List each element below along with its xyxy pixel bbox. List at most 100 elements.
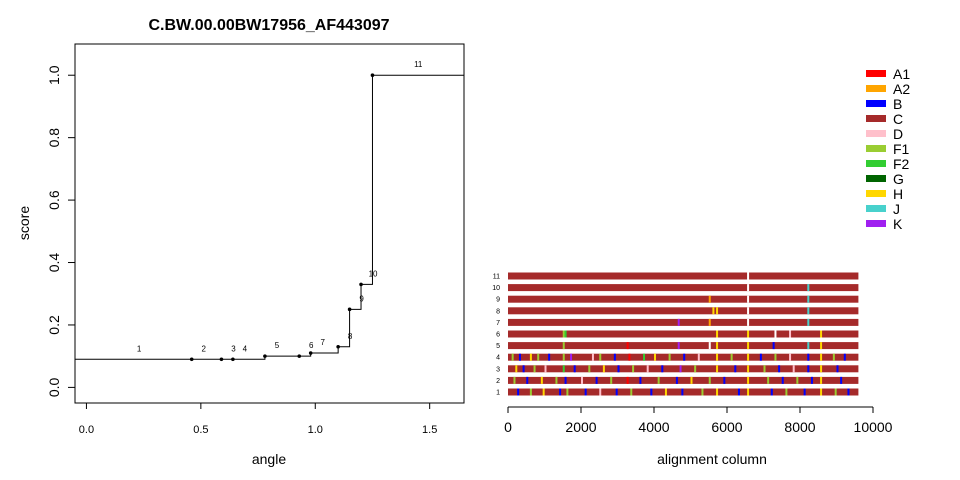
alignment-mark (697, 353, 700, 361)
alignment-mark (610, 376, 613, 384)
alignment-mark (734, 365, 737, 373)
alignment-mark (683, 353, 686, 361)
alignment-mark (701, 388, 704, 396)
legend-swatch (866, 220, 886, 227)
step-label: 8 (348, 332, 353, 341)
alignment-mark (810, 376, 813, 384)
alignment-mark (562, 330, 565, 338)
legend-swatch (866, 70, 886, 77)
alignment-mark (834, 388, 837, 396)
alignment-mark (562, 365, 565, 373)
alignment-mark (832, 353, 835, 361)
alignment-mark (595, 376, 598, 384)
row-label: 1 (496, 390, 500, 397)
alignment-mark (513, 376, 516, 384)
alignment-x-axis: 0 2000 4000 6000 8000 10000 (504, 406, 893, 435)
step-label: 5 (275, 341, 280, 350)
step-label: 11 (414, 60, 423, 69)
alignment-mark (540, 376, 543, 384)
alignment-row (508, 342, 859, 350)
alignment-mark (708, 318, 711, 326)
legend-label: G (893, 171, 904, 187)
step-point (308, 351, 313, 355)
alignment-mark (730, 353, 733, 361)
row-label: 9 (496, 297, 500, 304)
alignment-mark (781, 376, 784, 384)
alignment-mark (767, 376, 770, 384)
alignment-rows: 1 2 3 4 5 6 7 8 9 10 11 (492, 272, 859, 397)
plot-frame (74, 43, 465, 404)
alignment-mark (679, 365, 682, 373)
alignment-mark (759, 353, 762, 361)
step-point (231, 357, 235, 362)
alignment-mark (807, 307, 810, 315)
alignment-x-tick-label: 2000 (565, 419, 596, 435)
legend-label: D (893, 126, 903, 142)
step-label: 6 (309, 341, 314, 350)
step-label: 3 (231, 344, 236, 353)
alignment-mark (708, 295, 711, 303)
alignment-row (508, 307, 859, 315)
alignment-row (508, 295, 859, 303)
step-point (370, 73, 375, 78)
alignment-mark (544, 365, 547, 373)
alignment-mark (737, 388, 740, 396)
step-point (336, 345, 340, 349)
alignment-mark (542, 388, 545, 396)
alignment-mark (772, 342, 775, 350)
alignment-mark (617, 365, 620, 373)
alignment-mark (599, 353, 602, 361)
alignment-mark (785, 388, 788, 396)
legend-swatch (866, 190, 886, 197)
alignment-mark (562, 353, 565, 361)
row-label: 5 (496, 343, 500, 350)
alignment-mark (747, 284, 750, 292)
legend-swatch (866, 85, 886, 92)
alignment-mark (723, 376, 726, 384)
y-tick-label: 0.6 (46, 190, 62, 210)
legend-label: A2 (893, 81, 910, 97)
x-tick-label: 1.5 (422, 424, 437, 436)
step-point (263, 354, 267, 358)
alignment-mark (570, 353, 573, 361)
alignment-row (508, 330, 859, 338)
alignment-mark (555, 376, 558, 384)
step-point (219, 357, 224, 362)
alignment-mark (807, 353, 810, 361)
alignment-mark (807, 365, 810, 373)
alignment-mark (840, 376, 843, 384)
alignment-mark (599, 388, 602, 396)
alignment-mark (763, 365, 766, 373)
score-step-series: 1 2 3 4 5 6 7 8 9 10 11 (75, 60, 464, 362)
x-axis-label: angle (252, 451, 286, 467)
alignment-mark (747, 272, 750, 280)
alignment-mark (613, 353, 616, 361)
alignment-mark (803, 388, 806, 396)
row-label: 11 (493, 274, 500, 281)
legend-label: C (893, 111, 903, 127)
y-tick-label: 0.4 (46, 253, 62, 273)
alignment-row (508, 365, 859, 373)
alignment-mark (657, 376, 660, 384)
alignment-mark (747, 342, 750, 350)
alignment-mark (517, 388, 520, 396)
alignment-mark (526, 376, 529, 384)
alignment-mark (646, 365, 649, 373)
legend-swatch (866, 205, 886, 212)
alignment-x-tick-label: 10000 (854, 419, 893, 435)
alignment-mark (747, 318, 750, 326)
alignment-mark (661, 365, 664, 373)
step-point (297, 354, 302, 358)
legend-swatch (866, 130, 886, 137)
alignment-mark (664, 388, 667, 396)
alignment-mark (712, 307, 715, 315)
alignment-mark (820, 388, 823, 396)
alignment-row (508, 284, 859, 292)
legend-label: F2 (893, 156, 910, 172)
alignment-mark (708, 342, 711, 350)
score-chart: C.BW.00.00BW17956_AF443097 0.00.20.40.60… (16, 17, 465, 467)
alignment-mark (820, 330, 823, 338)
legend-label: F1 (893, 141, 910, 157)
